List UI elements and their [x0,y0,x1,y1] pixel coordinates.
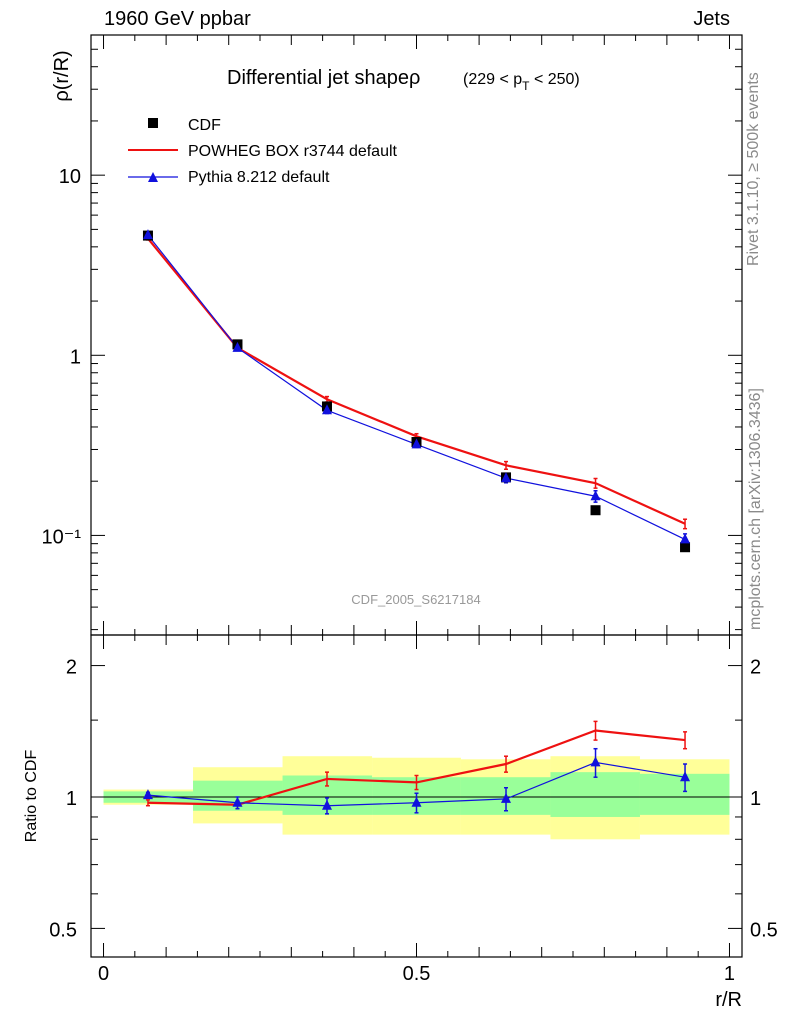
x-tick-label: 1 [724,963,735,985]
ratio-y-tick-label: 0.5 [49,919,77,941]
ratio-y-tick-label-right: 1 [750,788,761,810]
legend-label-pythia: Pythia 8.212 default [188,169,330,186]
legend-marker-pythia [148,172,158,182]
cdf-data-point [590,505,601,516]
ratio-pythia-marker [142,789,153,800]
x-axis-label: r/R [715,989,742,1011]
ratio-y-tick-label-right: 0.5 [750,919,778,941]
analysis-watermark: CDF_2005_S6217184 [351,592,480,607]
header-right: Jets [693,8,730,30]
chart-title: Differential jet shapeρ [227,67,420,89]
y-tick-label: 10⁻¹ [42,526,82,548]
ratio-pythia-marker [232,796,243,807]
legend-label-cdf: CDF [188,117,221,134]
pythia-marker [232,341,243,352]
ratio-pythia-marker [501,792,512,803]
ratio-y-tick-label: 2 [66,657,77,679]
pythia-marker [680,533,691,544]
pythia-marker [411,438,422,449]
pythia-line [147,234,686,540]
y-tick-label: 10 [59,166,81,188]
legend-marker-cdf [148,118,158,128]
ratio-pythia-marker [590,756,601,767]
cdf-data-point [680,542,691,553]
pythia-marker [590,490,601,501]
x-tick-label: 0 [98,963,109,985]
legend-label-powheg: POWHEG BOX r3744 default [188,143,398,160]
y-axis-label: ρ(r/R) [51,50,73,101]
x-tick-label: 0.5 [403,963,431,985]
ratio-pythia-marker [680,771,691,782]
header-left: 1960 GeV ppbar [104,8,251,30]
ratio-y-tick-label: 1 [66,788,77,810]
ratio-pythia-marker [321,799,332,810]
ratio-pythia-marker [411,796,422,807]
y-tick-label: 1 [70,346,81,368]
ratio-y-tick-label-right: 2 [750,657,761,679]
pythia-marker [142,229,153,240]
pythia-marker [501,472,512,483]
pythia-marker [321,404,332,415]
powheg-line [147,237,686,525]
band-inner-bin [550,772,640,817]
ratio-y-axis-label: Ratio to CDF [23,750,40,843]
chart-subtitle: (229 < pT < 250) [463,71,580,93]
